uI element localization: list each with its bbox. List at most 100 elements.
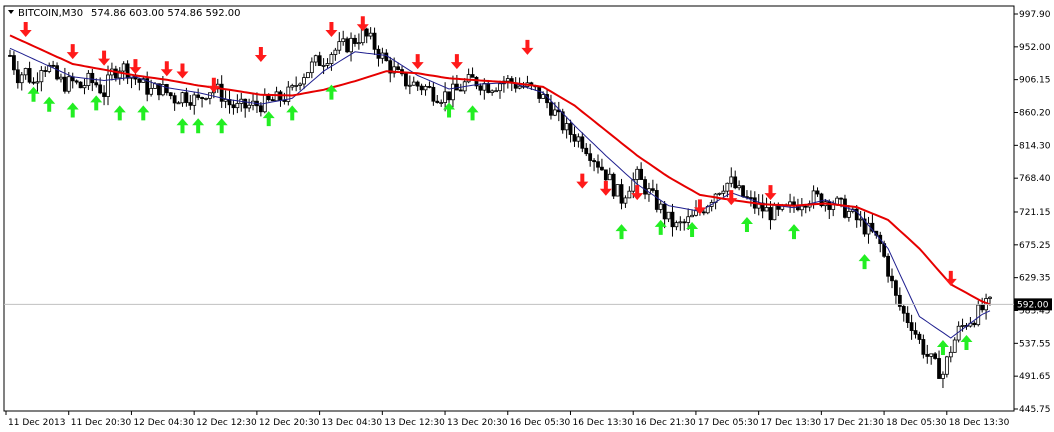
- candle-body: [584, 147, 589, 155]
- x-tick-label: 17 Dec 05:30: [698, 418, 759, 428]
- sell-signal-arrow-icon: [98, 50, 111, 66]
- candle-body: [905, 312, 910, 324]
- candle-body: [490, 90, 495, 93]
- candle-body: [458, 89, 463, 92]
- candle-body: [988, 296, 992, 299]
- candle-body: [948, 351, 953, 358]
- candle-body: [764, 207, 769, 212]
- candle-body: [451, 83, 455, 101]
- candle-body: [976, 304, 981, 326]
- ohlc-values: 574.86 603.00 574.86 592.00: [91, 8, 241, 19]
- candle-body: [180, 92, 185, 104]
- x-tick-label: 18 Dec 13:30: [949, 418, 1010, 428]
- sell-signal-arrow-icon: [764, 185, 777, 201]
- candle-body: [55, 65, 59, 80]
- candle-body: [12, 55, 16, 71]
- candle-body: [423, 86, 428, 91]
- candle-body: [498, 83, 502, 92]
- candle-body: [541, 94, 546, 99]
- candle-body: [580, 136, 585, 149]
- x-tick-label: 13 Dec 20:30: [447, 418, 508, 428]
- candle-body: [933, 353, 938, 359]
- candle-body: [748, 197, 753, 199]
- candle-body: [866, 222, 871, 235]
- candle-body: [313, 55, 318, 63]
- dropdown-triangle-icon[interactable]: [8, 10, 14, 14]
- candle-body: [560, 111, 565, 131]
- candle-body: [223, 99, 228, 102]
- candle-body: [168, 92, 173, 97]
- moving-averages-layer: [9, 34, 991, 339]
- candle-body: [443, 91, 448, 103]
- candle-body: [701, 211, 706, 214]
- buy-signal-arrow-icon: [215, 118, 228, 134]
- candle-body: [937, 358, 941, 379]
- sell-signal-arrow-icon: [129, 59, 142, 75]
- candle-body: [356, 42, 361, 45]
- candle-body: [941, 373, 945, 379]
- y-tick-label: 860.20: [1019, 109, 1051, 119]
- x-tick-label: 17 Dec 13:30: [761, 418, 822, 428]
- candle-body: [658, 203, 663, 210]
- candle-body: [596, 161, 600, 168]
- candle-body: [31, 81, 36, 84]
- candle-body: [960, 325, 965, 327]
- candle-body: [611, 173, 616, 197]
- candle-body: [549, 102, 553, 116]
- candle-body: [345, 38, 350, 53]
- candle-body: [670, 211, 675, 228]
- candle-body: [66, 76, 71, 92]
- x-tick-label: 13 Dec 12:30: [384, 418, 445, 428]
- x-tick-label: 16 Dec 13:30: [572, 418, 633, 428]
- candle-body: [843, 198, 847, 218]
- buy-signal-arrow-icon: [615, 224, 628, 240]
- candle-body: [654, 190, 659, 210]
- candle-body: [662, 203, 667, 220]
- candle-body: [803, 205, 808, 208]
- sell-signal-arrow-icon: [944, 270, 957, 286]
- buy-signal-arrow-icon: [192, 118, 205, 134]
- candle-body: [388, 60, 393, 74]
- candle-body: [247, 104, 252, 109]
- candle-body: [466, 74, 471, 83]
- candle-body: [768, 207, 773, 221]
- candle-body: [341, 38, 346, 43]
- candle-body: [870, 222, 875, 232]
- candle-body: [117, 70, 122, 79]
- buy-signal-arrow-icon: [858, 254, 871, 270]
- buy-signal-arrow-icon: [43, 96, 56, 112]
- candle-body: [407, 84, 412, 87]
- candle-body: [592, 160, 596, 163]
- candle-body: [102, 92, 106, 97]
- sell-signal-arrow-icon: [576, 173, 589, 189]
- candle-body: [231, 104, 236, 109]
- buy-signal-arrow-icon: [936, 340, 949, 356]
- candle-body: [419, 85, 424, 91]
- candle-body: [678, 221, 683, 224]
- y-tick-label: 537.55: [1019, 339, 1051, 349]
- sell-signal-arrow-icon: [599, 180, 612, 196]
- candle-body: [494, 90, 498, 93]
- candle-body: [682, 221, 687, 224]
- candle-body: [94, 82, 99, 86]
- candle-body: [913, 330, 918, 335]
- candle-body: [380, 52, 385, 59]
- buy-signal-arrow-icon: [654, 219, 667, 235]
- candle-body: [196, 94, 201, 98]
- candle-body: [890, 275, 894, 282]
- x-tick-label: 12 Dec 12:30: [196, 418, 257, 428]
- candle-body: [392, 66, 397, 74]
- candle-body: [650, 188, 655, 191]
- candle-body: [121, 63, 126, 72]
- candle-body: [600, 166, 604, 171]
- candle-body: [113, 68, 118, 79]
- x-tick-label: 12 Dec 20:30: [259, 418, 320, 428]
- candle-body: [427, 86, 432, 88]
- x-tick-label: 16 Dec 21:30: [635, 418, 696, 428]
- candle-body: [184, 92, 189, 103]
- sell-signal-arrow-icon: [176, 63, 189, 79]
- candle-body: [721, 190, 726, 194]
- candle-body: [839, 197, 843, 200]
- candle-body: [588, 153, 593, 161]
- y-tick-label: 583.45: [1019, 306, 1051, 316]
